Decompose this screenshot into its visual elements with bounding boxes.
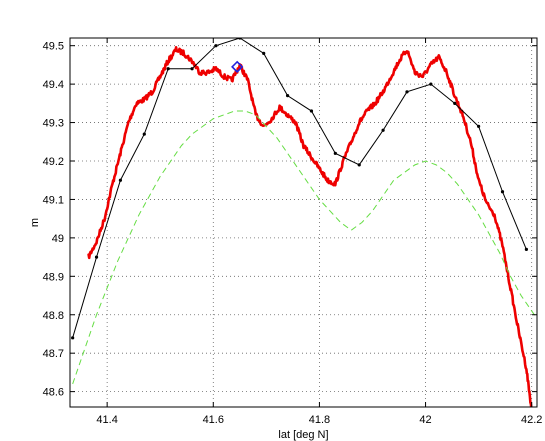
- x-tick-label: 42: [419, 414, 431, 426]
- plot-frame: [69, 37, 538, 408]
- y-tick-label: 48.6: [43, 387, 64, 399]
- series-point-black: [94, 255, 99, 259]
- series-point-black: [71, 336, 75, 340]
- series-point-black: [166, 67, 170, 71]
- axis-ticks: 41.4 41.6 41.8 42 42.2 48.6 48.7 48.8 48.9 49 49.1…: [43, 38, 542, 426]
- series-point-black: [357, 163, 361, 167]
- y-tick-label: 49: [52, 233, 64, 245]
- x-tick-label: 41.4: [96, 414, 117, 426]
- y-tick-label: 49.3: [43, 118, 64, 130]
- series-line-red: [87, 45, 533, 407]
- series-point-black: [453, 101, 457, 105]
- series-layer: [71, 38, 537, 407]
- series-point-black: [333, 151, 337, 155]
- series-point-black: [381, 128, 385, 132]
- x-tick-label: 42.2: [521, 414, 542, 426]
- series-point-black: [285, 94, 290, 98]
- series-point-black: [142, 132, 146, 136]
- y-tick-label: 49.5: [43, 41, 64, 53]
- series-line-dashed-green: [72, 110, 537, 385]
- y-tick-label: 49.4: [43, 79, 64, 91]
- y-tick-label: 49.2: [43, 156, 64, 168]
- x-axis-label: lat [deg N]: [278, 429, 328, 441]
- series-point-black: [190, 67, 194, 71]
- x-tick-label: 41.8: [309, 414, 330, 426]
- y-axis-label: m: [29, 218, 41, 227]
- y-tick-label: 48.8: [43, 310, 64, 322]
- series-point-black: [405, 90, 409, 94]
- series-point-black: [309, 109, 314, 113]
- series-point-black: [118, 178, 123, 182]
- series-point-black: [429, 82, 433, 86]
- series-point-black: [477, 124, 481, 129]
- x-tick-label: 41.6: [203, 414, 224, 426]
- series-point-blue-diamond: [231, 60, 244, 73]
- series-point-black: [262, 51, 266, 55]
- series-point-black: [500, 190, 505, 194]
- y-tick-label: 49.1: [43, 194, 64, 206]
- series-line-black: [72, 38, 527, 338]
- series-point-black: [524, 247, 528, 252]
- grid-lines: [70, 38, 537, 407]
- y-tick-label: 48.7: [43, 348, 64, 360]
- y-tick-label: 48.9: [43, 271, 64, 283]
- series-point-black: [214, 44, 218, 48]
